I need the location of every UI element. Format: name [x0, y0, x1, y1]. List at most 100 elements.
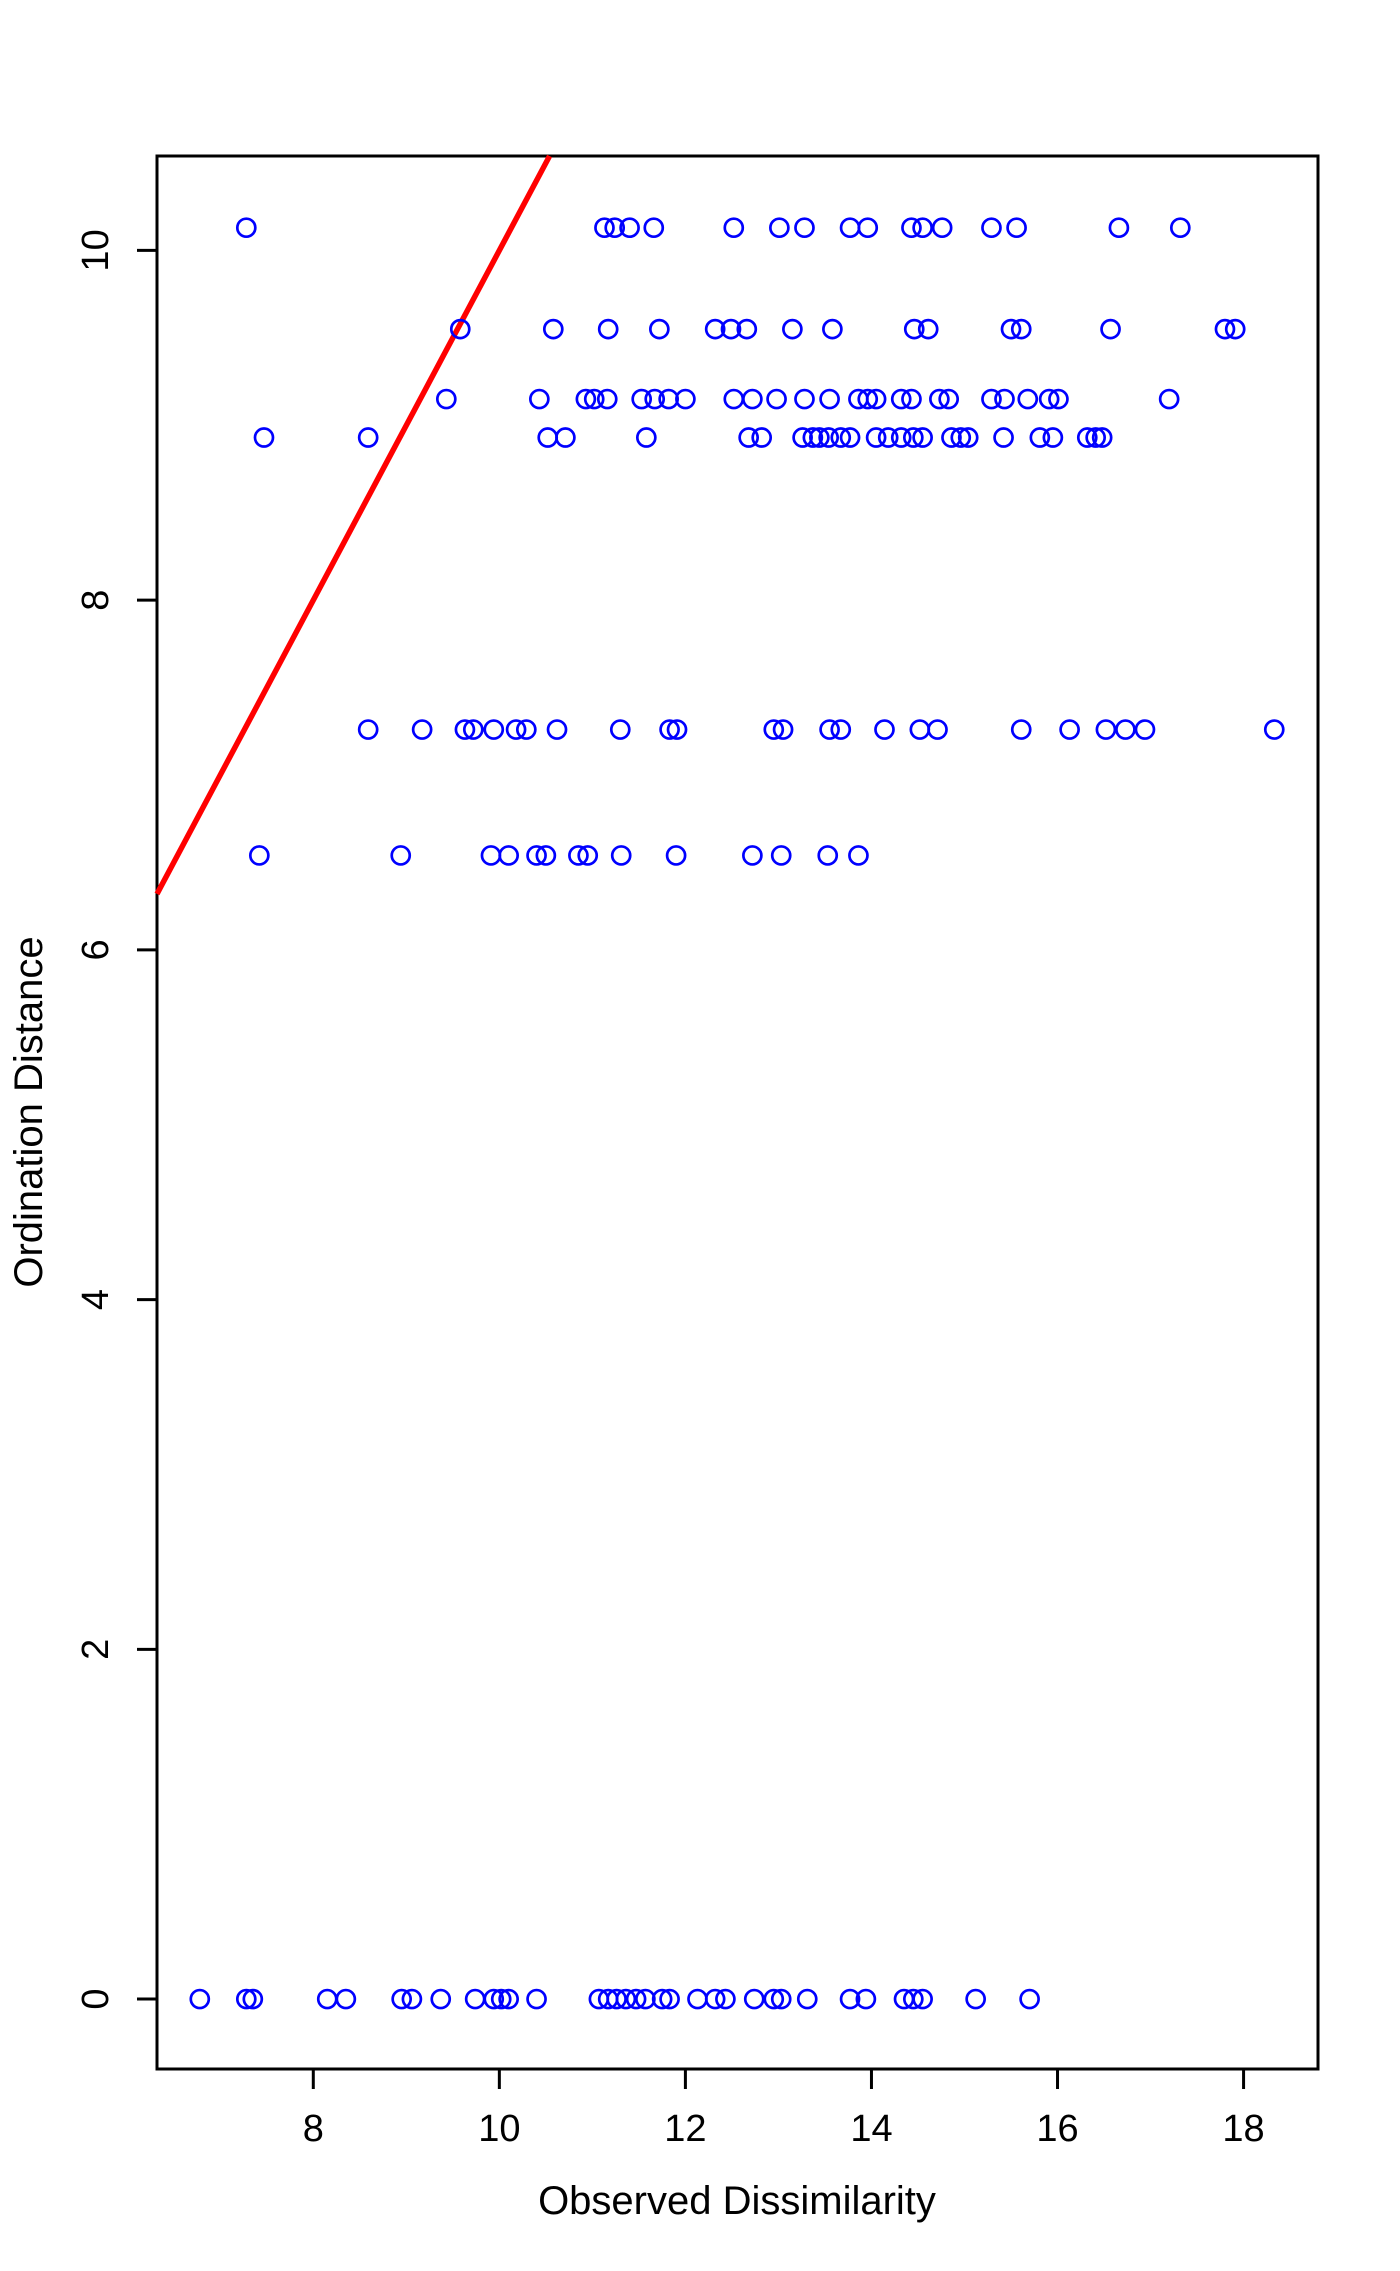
- data-point: [526, 1988, 547, 2010]
- data-point: [609, 719, 631, 740]
- data-point: [390, 845, 412, 866]
- data-point: [675, 388, 696, 410]
- data-point: [659, 1988, 680, 2010]
- x-tick-label: 14: [850, 2108, 892, 2150]
- data-point: [874, 719, 895, 740]
- data-point: [1010, 719, 1032, 740]
- data-point: [950, 427, 972, 448]
- data-point: [1010, 318, 1032, 340]
- data-point: [890, 388, 912, 410]
- data-point: [796, 1988, 818, 2010]
- data-point: [542, 318, 564, 340]
- data-point: [819, 719, 840, 740]
- data-point: [248, 845, 270, 866]
- data-point: [912, 427, 933, 448]
- data-point: [839, 1988, 861, 2010]
- data-point: [615, 1988, 637, 2010]
- data-point: [742, 845, 763, 866]
- data-point: [594, 217, 615, 239]
- data-point: [1019, 1988, 1040, 2010]
- data-point: [1000, 318, 1022, 340]
- data-point: [401, 1988, 423, 2010]
- data-point: [839, 217, 861, 239]
- data-point: [855, 1988, 877, 2010]
- data-point: [619, 217, 640, 239]
- data-point: [877, 427, 899, 448]
- data-point: [1134, 719, 1156, 740]
- data-point: [357, 719, 379, 740]
- data-point: [965, 1988, 987, 2010]
- data-point: [901, 217, 922, 239]
- data-point: [316, 1988, 338, 2010]
- data-point: [901, 388, 922, 410]
- plot-box: [155, 154, 1320, 2071]
- x-tick-label: 18: [1222, 2108, 1264, 2150]
- y-tick-label: 6: [75, 939, 117, 960]
- data-point: [235, 217, 257, 239]
- data-point: [411, 719, 433, 740]
- data-point: [817, 845, 839, 866]
- x-tick-label: 16: [1036, 2108, 1078, 2150]
- data-point: [848, 845, 869, 866]
- data-point: [993, 427, 1014, 448]
- data-point: [649, 318, 670, 340]
- data-point: [435, 388, 457, 410]
- data-point: [772, 719, 794, 740]
- data-point: [715, 1988, 736, 2010]
- y-tick-label: 0: [75, 1988, 117, 2009]
- data-point: [770, 1988, 792, 2010]
- data-point: [1108, 217, 1130, 239]
- data-point: [449, 318, 471, 340]
- data-point: [1006, 217, 1027, 239]
- data-point: [1038, 388, 1060, 410]
- axis-ticks: [137, 248, 1246, 2089]
- data-point: [927, 719, 948, 740]
- data-point: [659, 719, 680, 740]
- data-point: [912, 1988, 933, 2010]
- data-point: [1076, 427, 1098, 448]
- data-point: [1100, 318, 1121, 340]
- data-point: [819, 388, 840, 410]
- y-tick-label: 4: [75, 1289, 117, 1310]
- data-point: [736, 318, 758, 340]
- data-point: [738, 427, 760, 448]
- data-point: [391, 1988, 413, 2010]
- data-point: [994, 388, 1015, 410]
- data-point: [1042, 427, 1064, 448]
- data-point: [643, 217, 665, 239]
- data-point: [909, 719, 931, 740]
- data-point: [490, 1988, 512, 2010]
- data-point: [857, 217, 879, 239]
- data-points: [189, 217, 1285, 2010]
- data-point: [890, 427, 912, 448]
- data-point: [1224, 318, 1246, 340]
- x-tick-label: 10: [478, 2108, 520, 2150]
- data-point: [528, 388, 550, 410]
- data-point: [742, 388, 763, 410]
- data-point: [454, 719, 476, 740]
- data-point: [809, 427, 830, 448]
- data-point: [830, 427, 852, 448]
- data-point: [583, 388, 605, 410]
- data-point: [610, 845, 632, 866]
- x-axis-label: Observed Dissimilarity: [538, 2179, 936, 2223]
- data-point: [631, 388, 653, 410]
- data-point: [704, 318, 726, 340]
- data-point: [903, 318, 925, 340]
- data-point: [938, 388, 960, 410]
- data-point: [782, 318, 803, 340]
- data-point: [770, 845, 792, 866]
- data-point: [430, 1988, 452, 2010]
- data-point: [625, 1988, 647, 2010]
- data-point: [483, 1988, 505, 2010]
- data-point: [769, 217, 790, 239]
- data-point: [1048, 388, 1069, 410]
- data-point: [526, 845, 547, 866]
- data-point: [794, 388, 815, 410]
- data-point: [464, 1988, 486, 2010]
- data-point: [575, 388, 597, 410]
- identity-fit-line: [154, 154, 553, 896]
- data-point: [1095, 719, 1117, 740]
- data-point: [1158, 388, 1180, 410]
- x-tick-label: 12: [664, 2108, 706, 2150]
